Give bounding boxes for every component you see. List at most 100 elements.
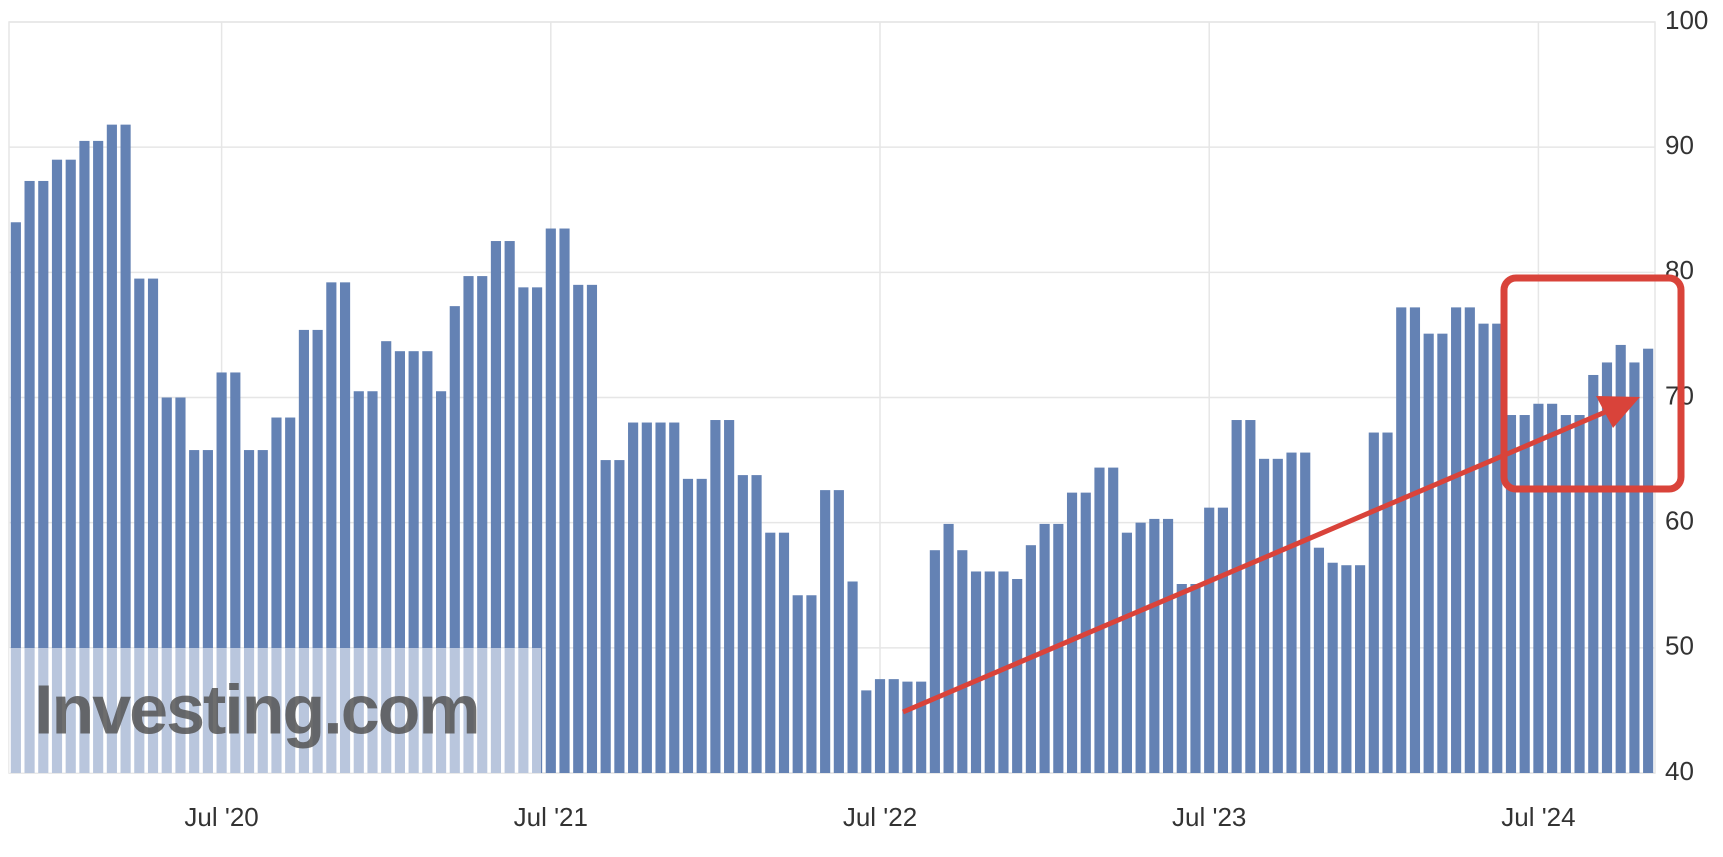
y-tick-label: 40 bbox=[1665, 756, 1694, 786]
bar bbox=[1409, 307, 1421, 773]
y-tick-label: 60 bbox=[1665, 506, 1694, 536]
bar bbox=[1601, 362, 1613, 773]
bar bbox=[641, 422, 652, 773]
bar bbox=[93, 140, 104, 774]
x-tick-label: Jul '23 bbox=[1172, 802, 1246, 832]
bar bbox=[1615, 344, 1626, 773]
bar bbox=[1066, 492, 1078, 773]
bar bbox=[243, 450, 255, 773]
watermark: Investing.com bbox=[34, 670, 479, 748]
bar bbox=[1094, 467, 1105, 773]
bar bbox=[518, 287, 529, 773]
bar bbox=[504, 241, 515, 773]
bar bbox=[1368, 432, 1379, 773]
bar bbox=[1149, 518, 1160, 773]
bar bbox=[847, 581, 858, 773]
bar bbox=[1313, 547, 1325, 773]
bar bbox=[394, 351, 406, 773]
bar bbox=[1176, 583, 1187, 773]
bar bbox=[1382, 432, 1393, 773]
bar bbox=[1396, 307, 1407, 773]
bar bbox=[367, 391, 378, 773]
bar bbox=[312, 329, 323, 773]
bar bbox=[449, 306, 460, 773]
bar bbox=[1588, 374, 1599, 773]
bar bbox=[202, 450, 213, 773]
bar bbox=[861, 690, 872, 773]
bar bbox=[271, 417, 282, 773]
bar bbox=[477, 276, 488, 773]
bar bbox=[696, 478, 707, 773]
bar bbox=[1533, 403, 1544, 773]
bar bbox=[710, 420, 721, 773]
bar bbox=[490, 241, 502, 773]
y-tick-label: 100 bbox=[1665, 5, 1708, 35]
bar bbox=[1300, 452, 1311, 773]
bar bbox=[1039, 523, 1050, 773]
y-tick-label: 50 bbox=[1665, 631, 1694, 661]
bar bbox=[1162, 518, 1174, 773]
bar bbox=[751, 475, 762, 773]
bar bbox=[724, 420, 735, 773]
bar bbox=[1574, 415, 1585, 773]
bar bbox=[1286, 452, 1297, 773]
bar bbox=[298, 329, 309, 773]
bar bbox=[1245, 420, 1256, 773]
x-tick-label: Jul '24 bbox=[1501, 802, 1575, 832]
bar bbox=[51, 159, 63, 773]
watermark-box bbox=[9, 648, 541, 773]
y-tick-label: 90 bbox=[1665, 130, 1694, 160]
bar bbox=[1217, 507, 1229, 773]
bar bbox=[381, 341, 392, 773]
bar bbox=[1341, 565, 1352, 773]
bar bbox=[79, 140, 90, 774]
bar bbox=[682, 478, 694, 773]
bar bbox=[1327, 562, 1338, 773]
trend-arrow bbox=[902, 407, 1611, 715]
bar bbox=[1478, 323, 1489, 773]
bar bbox=[175, 397, 186, 773]
bar bbox=[1519, 415, 1530, 773]
bar bbox=[1272, 458, 1283, 773]
bar bbox=[792, 595, 803, 773]
x-tick-label: Jul '22 bbox=[843, 802, 917, 832]
bar bbox=[1053, 523, 1064, 773]
bar bbox=[1190, 583, 1201, 773]
bar bbox=[614, 460, 625, 773]
bar bbox=[216, 372, 227, 773]
bar bbox=[1492, 323, 1503, 773]
bar bbox=[1643, 348, 1654, 773]
highlight-box bbox=[1500, 274, 1685, 493]
bar bbox=[874, 679, 886, 773]
bar bbox=[189, 450, 200, 773]
bar bbox=[888, 679, 899, 773]
bar bbox=[998, 571, 1009, 773]
bar bbox=[38, 180, 49, 773]
bar bbox=[765, 532, 776, 773]
bar bbox=[422, 351, 433, 773]
bar bbox=[600, 460, 611, 773]
bar bbox=[929, 550, 940, 773]
bars bbox=[10, 124, 1654, 774]
bar bbox=[1629, 362, 1640, 773]
bar bbox=[230, 372, 241, 773]
bar bbox=[820, 490, 831, 773]
bar bbox=[669, 422, 680, 773]
bar bbox=[1204, 507, 1215, 773]
bar bbox=[1012, 578, 1023, 773]
bar bbox=[778, 532, 790, 773]
bar bbox=[10, 222, 21, 773]
bar bbox=[970, 571, 982, 773]
bar bbox=[408, 351, 419, 773]
bar bbox=[532, 287, 543, 773]
bar bbox=[586, 284, 598, 773]
bar bbox=[833, 490, 844, 773]
bar bbox=[806, 595, 817, 773]
bar bbox=[106, 124, 117, 774]
bar bbox=[1355, 565, 1366, 773]
bar bbox=[24, 180, 35, 773]
x-tick-label: Jul '21 bbox=[514, 802, 588, 832]
bar bbox=[285, 417, 296, 773]
bar bbox=[737, 475, 748, 773]
